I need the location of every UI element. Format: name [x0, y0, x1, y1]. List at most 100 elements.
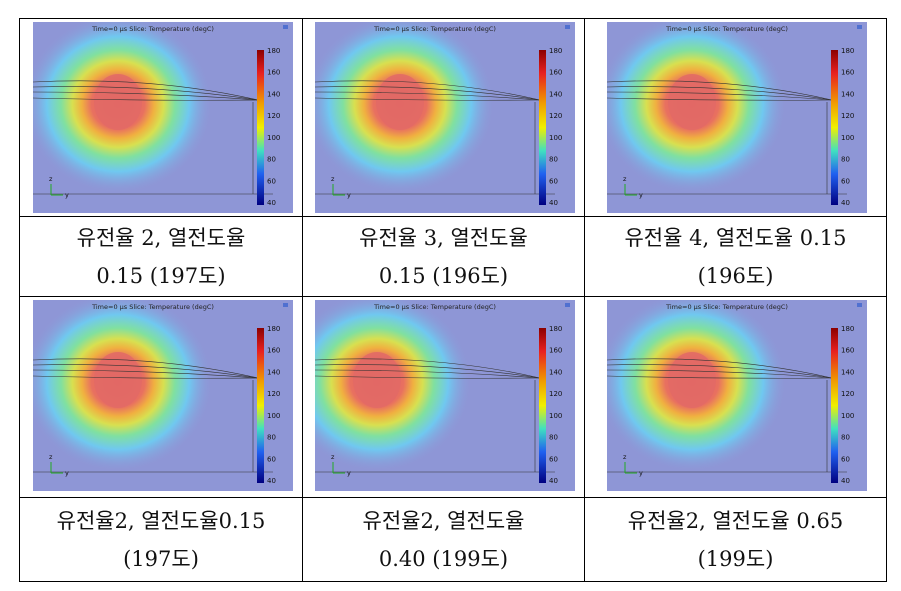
colorbar-tick-label: 100 — [549, 412, 562, 420]
axis-label: z — [331, 175, 335, 183]
colorbar-tick-label: 140 — [549, 368, 562, 376]
colorbar-tick-label: 60 — [267, 455, 276, 463]
simulation-image: Time=0 µs Slice: Temperature (degC) 180 16… — [607, 300, 867, 491]
colorbar-tick-label: 100 — [841, 134, 854, 142]
colorbar-tick-label: 40 — [267, 199, 276, 207]
axis-label: z — [49, 175, 53, 183]
caption-line: 유전율2, 열전도율0.15 — [56, 508, 266, 533]
axis-label: z — [623, 453, 627, 461]
image-title: Time=0 µs Slice: Temperature (degC) — [665, 25, 788, 33]
simulation-image: Time=0 µs Slice: Temperature (degC) 180 16… — [32, 22, 293, 213]
colorbar-tick-label: 100 — [267, 134, 280, 142]
caption-cell: 유전율2, 열전도율 0.40 (199도) — [302, 497, 585, 582]
heat-core — [353, 352, 401, 408]
colorbar-tick-label: 40 — [267, 477, 276, 485]
boundary-line — [315, 369, 541, 379]
axis-label: y — [347, 191, 351, 199]
colorbar-tick-label: 100 — [549, 134, 562, 142]
axis-label: y — [639, 469, 643, 477]
image-title: Time=0 µs Slice: Temperature (degC) — [665, 303, 788, 311]
boundary-line — [607, 364, 833, 379]
colorbar-tick-label: 80 — [549, 156, 558, 164]
image-title: Time=0 µs Slice: Temperature (degC) — [373, 25, 496, 33]
axis-label: y — [347, 469, 351, 477]
caption-cell: 유전율 2, 열전도율 0.15 (197도) — [19, 216, 303, 297]
caption-line: 0.15 (197도) — [96, 263, 226, 288]
boundary-line — [607, 91, 833, 101]
caption-cell: 유전율2, 열전도율0.15 (197도) — [19, 497, 303, 582]
colorbar-tick-label: 140 — [549, 90, 562, 98]
colorbar-tick-label: 140 — [841, 368, 854, 376]
boundary-line — [32, 358, 258, 379]
colorbar-tick-label: 180 — [549, 47, 562, 55]
colorbar-tick-label: 160 — [267, 69, 280, 77]
colorbar-tick-label: 40 — [549, 477, 558, 485]
boundary-line — [315, 364, 541, 379]
axis-label: y — [65, 469, 69, 477]
boundary-line — [32, 97, 258, 101]
image-cell: Time=0 µs Slice: Temperature (degC) 180 16… — [19, 18, 303, 217]
colorbar-tick-label: 60 — [841, 455, 850, 463]
colorbar-tick-label: 120 — [267, 112, 280, 120]
caption-line: 유전율 4, 열전도율 0.15 — [624, 225, 847, 250]
caption-line: 유전율2, 열전도율 0.65 — [627, 508, 844, 533]
simulation-image: Time=0 µs Slice: Temperature (degC) 180 16… — [607, 22, 867, 213]
colorbar-tick-label: 80 — [841, 434, 850, 442]
boundary-line — [32, 86, 258, 101]
colorbar-tick-label: 160 — [841, 347, 854, 355]
axis-label: z — [49, 453, 53, 461]
colorbar-tick-label: 120 — [549, 390, 562, 398]
colorbar-tick-label: 180 — [267, 325, 280, 333]
colorbar-tick-label: 120 — [841, 112, 854, 120]
colorbar-tick-label: 60 — [549, 177, 558, 185]
colorbar-tick-label: 160 — [549, 69, 562, 77]
caption-line: (197도) — [123, 546, 199, 571]
simulation-image: Time=0 µs Slice: Temperature (degC) 180 16… — [32, 300, 293, 491]
boundary-line — [607, 97, 833, 101]
caption-line: (199도) — [697, 546, 774, 571]
axis-label: z — [623, 175, 627, 183]
colorbar — [539, 50, 546, 205]
colorbar-tick-label: 100 — [267, 412, 280, 420]
simulation-image: Time=0 µs Slice: Temperature (degC) 180 16… — [315, 22, 575, 213]
caption-line: 0.40 (199도) — [378, 546, 509, 571]
boundary-line — [607, 369, 833, 379]
colorbar-tick-label: 180 — [841, 47, 854, 55]
colorbar-tick-label: 160 — [549, 347, 562, 355]
boundary-line — [32, 364, 258, 379]
caption-line: 유전율 3, 열전도율 — [359, 225, 528, 250]
caption-line: 유전율2, 열전도율 — [362, 508, 525, 533]
image-cell: Time=0 µs Slice: Temperature (degC) 180 16… — [302, 296, 585, 498]
colorbar-tick-label: 140 — [267, 90, 280, 98]
colorbar-tick-label: 40 — [841, 477, 850, 485]
caption-line: 유전율 2, 열전도율 — [76, 225, 246, 250]
colorbar-tick-label: 140 — [841, 90, 854, 98]
simulation-image: Time=0 µs Slice: Temperature (degC) 180 16… — [315, 300, 575, 491]
colorbar — [831, 50, 838, 205]
boundary-line — [315, 80, 541, 101]
boundary-line — [315, 86, 541, 101]
image-cell: Time=0 µs Slice: Temperature (degC) 180 16… — [584, 18, 887, 217]
boundary-line — [32, 369, 258, 379]
boundary-line — [315, 375, 541, 379]
axis-label: z — [331, 453, 335, 461]
colorbar — [256, 50, 264, 205]
axis-label: y — [639, 191, 643, 199]
colorbar-tick-label: 180 — [267, 47, 280, 55]
boundary-line — [315, 97, 541, 101]
boundary-line — [607, 375, 833, 379]
colorbar-tick-label: 40 — [549, 199, 558, 207]
caption-cell: 유전율 4, 열전도율 0.15 (196도) — [584, 216, 887, 297]
image-cell: Time=0 µs Slice: Temperature (degC) 180 16… — [302, 18, 585, 217]
colorbar-tick-label: 80 — [267, 434, 276, 442]
icon — [857, 303, 862, 307]
caption-cell: 유전율 3, 열전도율 0.15 (196도) — [302, 216, 585, 297]
colorbar — [539, 328, 546, 483]
boundary-line — [32, 91, 258, 101]
boundary-line — [607, 86, 833, 101]
boundary-line — [607, 358, 833, 379]
colorbar-tick-label: 60 — [549, 455, 558, 463]
colorbar-tick-label: 120 — [841, 390, 854, 398]
colorbar-tick-label: 60 — [267, 177, 276, 185]
